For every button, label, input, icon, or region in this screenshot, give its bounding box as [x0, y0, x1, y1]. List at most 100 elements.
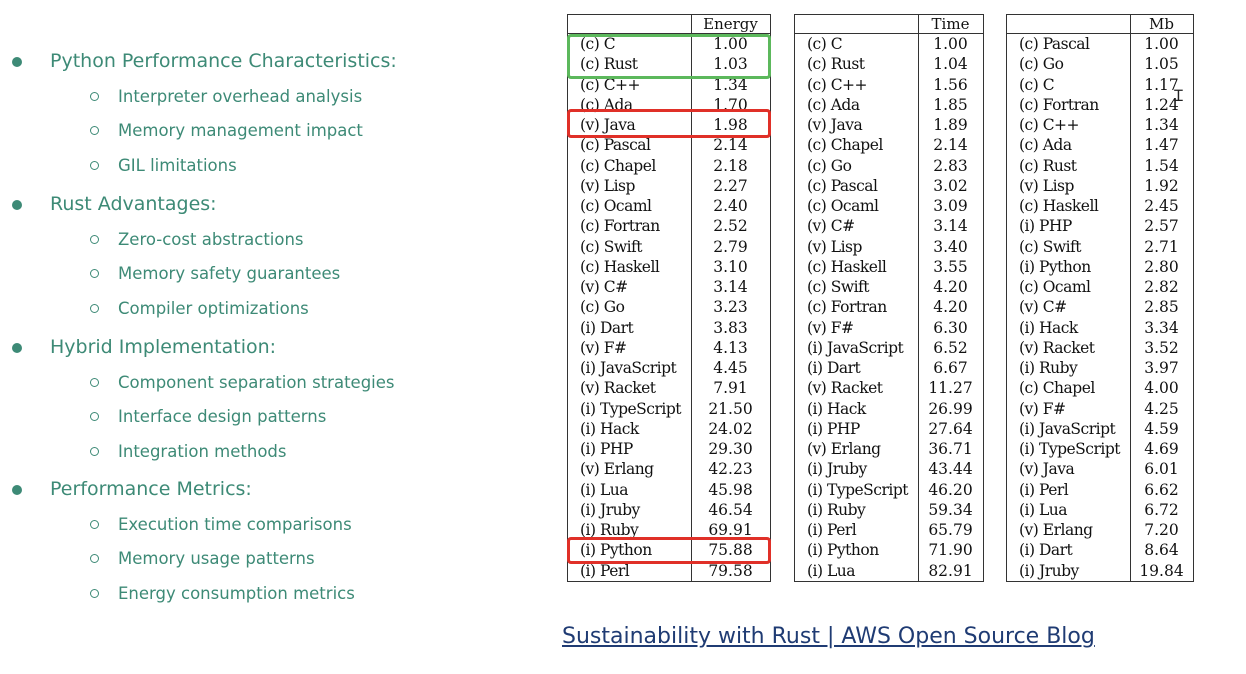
language-cell: (c) Rust [807, 55, 865, 74]
value-cell: 2.82 [1144, 278, 1179, 296]
table-row: (i) JavaScript 6.52 [795, 338, 983, 358]
language-cell: (c) Chapel [580, 156, 656, 175]
table-row: (v) Lisp 1.92 [1007, 176, 1193, 196]
highlight-java-energy [567, 109, 771, 138]
table-row: (c) Rust 1.04 [795, 54, 983, 74]
table-row: (c) Fortran 1.24 [1007, 95, 1193, 115]
language-cell: (v) Lisp [1019, 176, 1074, 195]
table-row: (c) C 1.00 [568, 34, 770, 54]
language-cell: (v) Lisp [580, 176, 635, 195]
value-cell: 43.44 [928, 460, 973, 479]
language-cell: (v) Erlang [580, 460, 654, 479]
table-header: Mb [1007, 15, 1193, 34]
value-cell: 3.40 [933, 237, 968, 256]
language-cell: (c) Go [807, 156, 852, 175]
language-cell: (v) F# [580, 338, 627, 357]
table-row: (c) Fortran 2.52 [568, 216, 770, 236]
language-cell: (c) Rust [580, 55, 638, 74]
table-row: (c) C 1.00 [795, 34, 983, 54]
value-cell: 24.02 [708, 419, 753, 438]
bullet-heading: Hybrid Implementation: [50, 336, 277, 358]
value-cell: 2.57 [1144, 217, 1179, 236]
bullet-dot [12, 200, 22, 210]
table-row: (c) Go 2.83 [795, 156, 983, 176]
table-row: (i) Dart 3.83 [568, 318, 770, 338]
sub-bullet-item: Memory management impact [118, 121, 363, 141]
sub-bullet-item: Compiler optimizations [118, 298, 309, 318]
value-cell: 29.30 [708, 440, 753, 458]
table-row: (c) Chapel 2.14 [795, 135, 983, 155]
language-cell: (v) Racket [580, 379, 656, 398]
language-cell: (i) Ruby [580, 521, 639, 539]
value-cell: 42.23 [708, 460, 753, 479]
value-cell: 8.64 [1144, 541, 1179, 560]
table-row: (i) Ruby 69.91 [568, 520, 770, 540]
sub-bullet-item: Zero-cost abstractions [118, 230, 304, 249]
language-cell: (v) C# [1019, 298, 1067, 317]
table-row: (c) Haskell 2.45 [1007, 196, 1193, 216]
language-cell: (i) Python [807, 541, 879, 560]
table-row: (c) Pascal 1.00 [1007, 34, 1193, 54]
memory-table: Mb (c) Pascal 1.00 (c) Go 1.05 (c) C 1.17 (c) F… [1006, 14, 1194, 582]
table-row: (c) Ada 1.85 [795, 95, 983, 115]
sub-bullet-circle [90, 554, 99, 564]
language-cell: (c) Fortran [1019, 95, 1099, 114]
language-cell: (v) Erlang [1019, 521, 1093, 539]
value-cell: 2.40 [713, 197, 748, 215]
value-cell: 3.55 [933, 257, 968, 276]
table-row: (v) C# 2.85 [1007, 297, 1193, 317]
value-cell: 79.58 [708, 561, 753, 580]
value-cell: 27.64 [928, 419, 973, 438]
language-cell: (c) Pascal [807, 176, 878, 195]
language-cell: (c) Swift [1019, 237, 1082, 256]
value-cell: 3.52 [1144, 338, 1179, 357]
sub-bullet-circle [90, 92, 99, 101]
table-row: (c) Swift 2.71 [1007, 237, 1193, 257]
table-row: (i) Ruby 59.34 [795, 500, 983, 520]
table-row: (c) Rust 1.03 [568, 54, 770, 74]
language-cell: (c) Swift [580, 237, 643, 256]
value-cell: 2.85 [1144, 298, 1179, 317]
language-cell: (i) TypeScript [807, 480, 909, 499]
value-cell: 46.20 [928, 480, 973, 499]
value-cell: 1.85 [933, 95, 968, 114]
sub-bullet-item: Energy consumption metrics [118, 583, 355, 603]
language-cell: (c) C++ [580, 75, 641, 94]
bullet-dot [12, 343, 22, 353]
value-cell: 1.98 [713, 116, 748, 134]
sub-bullet-circle [90, 412, 99, 422]
value-cell: 45.98 [708, 480, 753, 499]
language-cell: (v) C# [807, 217, 855, 236]
table-row: (c) C++ 1.56 [795, 75, 983, 95]
value-cell: 7.20 [1144, 521, 1179, 539]
value-cell: 75.88 [708, 541, 753, 560]
energy-table: Energy (c) C 1.00 (c) Rust 1.03 (c) C++ 1.34 (c… [567, 14, 771, 582]
sub-bullet-item: Interface design patterns [118, 407, 327, 427]
language-cell: (c) Rust [1019, 156, 1077, 175]
table-row: (c) Pascal 2.14 [568, 135, 770, 155]
table-row: (i) PHP 2.57 [1007, 216, 1193, 236]
value-cell: 1.04 [933, 55, 968, 74]
value-cell: 4.00 [1144, 379, 1179, 398]
table-row: (c) C 1.17 [1007, 75, 1193, 95]
value-cell: 3.14 [713, 278, 748, 296]
table-row: (v) Erlang 7.20 [1007, 520, 1193, 540]
value-cell: 1.92 [1144, 176, 1179, 195]
table-row: (c) Haskell 3.55 [795, 257, 983, 277]
value-cell: 4.45 [713, 359, 748, 377]
value-cell: 3.34 [1144, 318, 1179, 337]
language-cell: (c) Fortran [580, 217, 660, 236]
sub-bullet-item: Memory usage patterns [118, 549, 315, 569]
language-cell: (c) Pascal [1019, 35, 1090, 53]
table-row: (c) Ada 1.47 [1007, 135, 1193, 155]
language-cell: (i) Lua [1019, 500, 1068, 519]
sub-bullet-circle [90, 126, 99, 136]
value-cell: 1.34 [1144, 116, 1179, 134]
value-cell: 2.79 [713, 237, 748, 256]
value-cell: 36.71 [928, 440, 973, 458]
aws-blog-link[interactable]: Sustainability with Rust | AWS Open Sour… [562, 624, 1095, 649]
language-cell: (c) Chapel [1019, 379, 1095, 398]
value-cell: 82.91 [928, 561, 973, 580]
table-row: (c) C++ 1.34 [1007, 115, 1193, 135]
language-cell: (c) Ocaml [807, 197, 879, 215]
